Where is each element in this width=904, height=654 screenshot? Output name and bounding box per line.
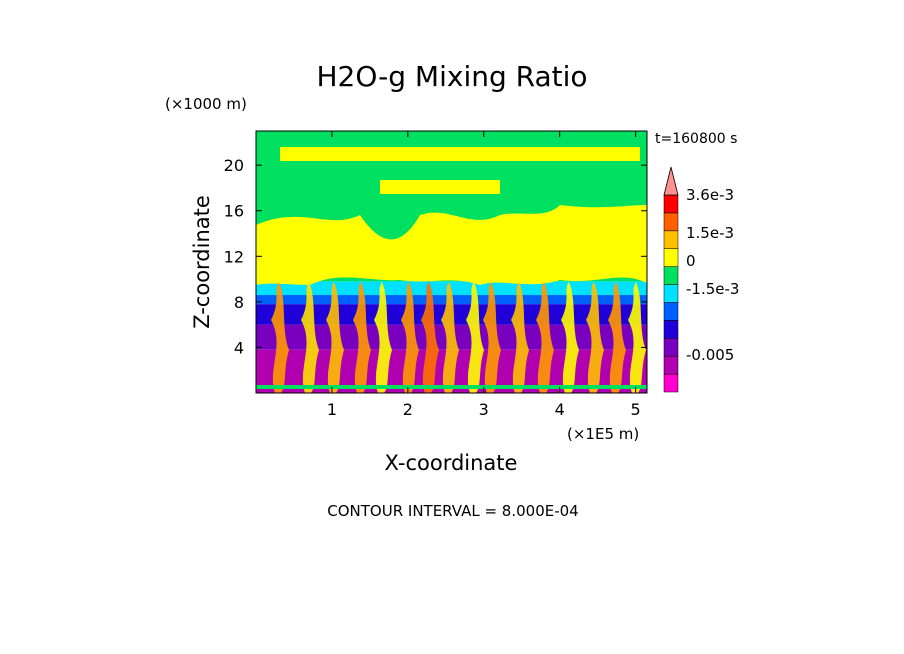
colorbar-segment xyxy=(663,320,679,339)
colorbar-label: 3.6e-3 xyxy=(686,186,734,204)
colorbar-segment xyxy=(663,355,679,375)
x-axis-label: X-coordinate xyxy=(385,451,518,475)
y-tick-label: 16 xyxy=(224,202,244,221)
contour-field xyxy=(256,131,647,393)
contour-interval-footer: CONTOUR INTERVAL = 8.000E-04 xyxy=(327,502,578,520)
x-unit-label: (×1E5 m) xyxy=(567,425,639,443)
colorbar-segment xyxy=(663,373,679,393)
y-tick-label: 4 xyxy=(234,338,244,357)
plume-13 xyxy=(586,282,604,393)
colorbar-label: -1.5e-3 xyxy=(686,280,739,298)
chart-title: H2O-g Mixing Ratio xyxy=(316,60,587,93)
colorbar: 3.6e-3 1.5e-3 0 -1.5e-3 -0.005 xyxy=(663,166,739,393)
plume-12 xyxy=(561,282,579,393)
plot-frame xyxy=(255,130,648,394)
x-tick-label: 3 xyxy=(479,400,489,419)
x-tick-label: 2 xyxy=(403,400,413,419)
colorbar-segment xyxy=(663,230,679,249)
y-tick-label: 12 xyxy=(224,247,244,266)
plume-1 xyxy=(301,282,319,393)
surface-band xyxy=(256,385,647,389)
plume-15 xyxy=(628,282,646,393)
y-unit-label: (×1000 m) xyxy=(165,95,247,113)
colorbar-segment xyxy=(663,212,679,232)
plume-7 xyxy=(441,282,459,393)
x-tick-label: 1 xyxy=(327,400,337,419)
plume-6 xyxy=(421,282,439,393)
y-axis-label: Z-coordinate xyxy=(190,195,214,329)
colorbar-segment xyxy=(663,284,679,303)
time-label: t=160800 s xyxy=(655,131,737,147)
plume-11 xyxy=(536,282,554,393)
y-axis: 4 8 12 16 20 xyxy=(224,156,647,357)
plume-0 xyxy=(271,282,289,393)
y-tick-label: 20 xyxy=(224,156,244,175)
x-tick-label: 4 xyxy=(555,400,565,419)
colorbar-segment xyxy=(663,248,679,267)
colorbar-label: 1.5e-3 xyxy=(686,224,734,242)
colorbar-segment xyxy=(663,266,679,285)
x-axis: 1 2 3 4 5 xyxy=(327,131,641,419)
band-yellow-top xyxy=(280,147,640,161)
plume-8 xyxy=(466,282,484,393)
plume-14 xyxy=(608,282,626,393)
band-yellow-strip xyxy=(380,180,500,194)
plume-3 xyxy=(353,282,371,393)
colorbar-label: -0.005 xyxy=(686,346,734,364)
y-tick-label: 8 xyxy=(234,293,244,312)
x-tick-label: 5 xyxy=(631,400,641,419)
colorbar-segment xyxy=(663,194,679,214)
colorbar-label: 0 xyxy=(686,252,696,270)
colorbar-arrow xyxy=(663,166,679,196)
plume-10 xyxy=(511,282,529,393)
colorbar-segment xyxy=(663,338,679,357)
band-4 xyxy=(256,281,647,296)
plume-5 xyxy=(401,282,419,393)
plume-2 xyxy=(326,282,344,393)
colorbar-segment xyxy=(663,302,679,321)
plume-9 xyxy=(483,282,501,393)
band-yellow-mid xyxy=(256,205,647,285)
plume-4 xyxy=(374,282,392,393)
